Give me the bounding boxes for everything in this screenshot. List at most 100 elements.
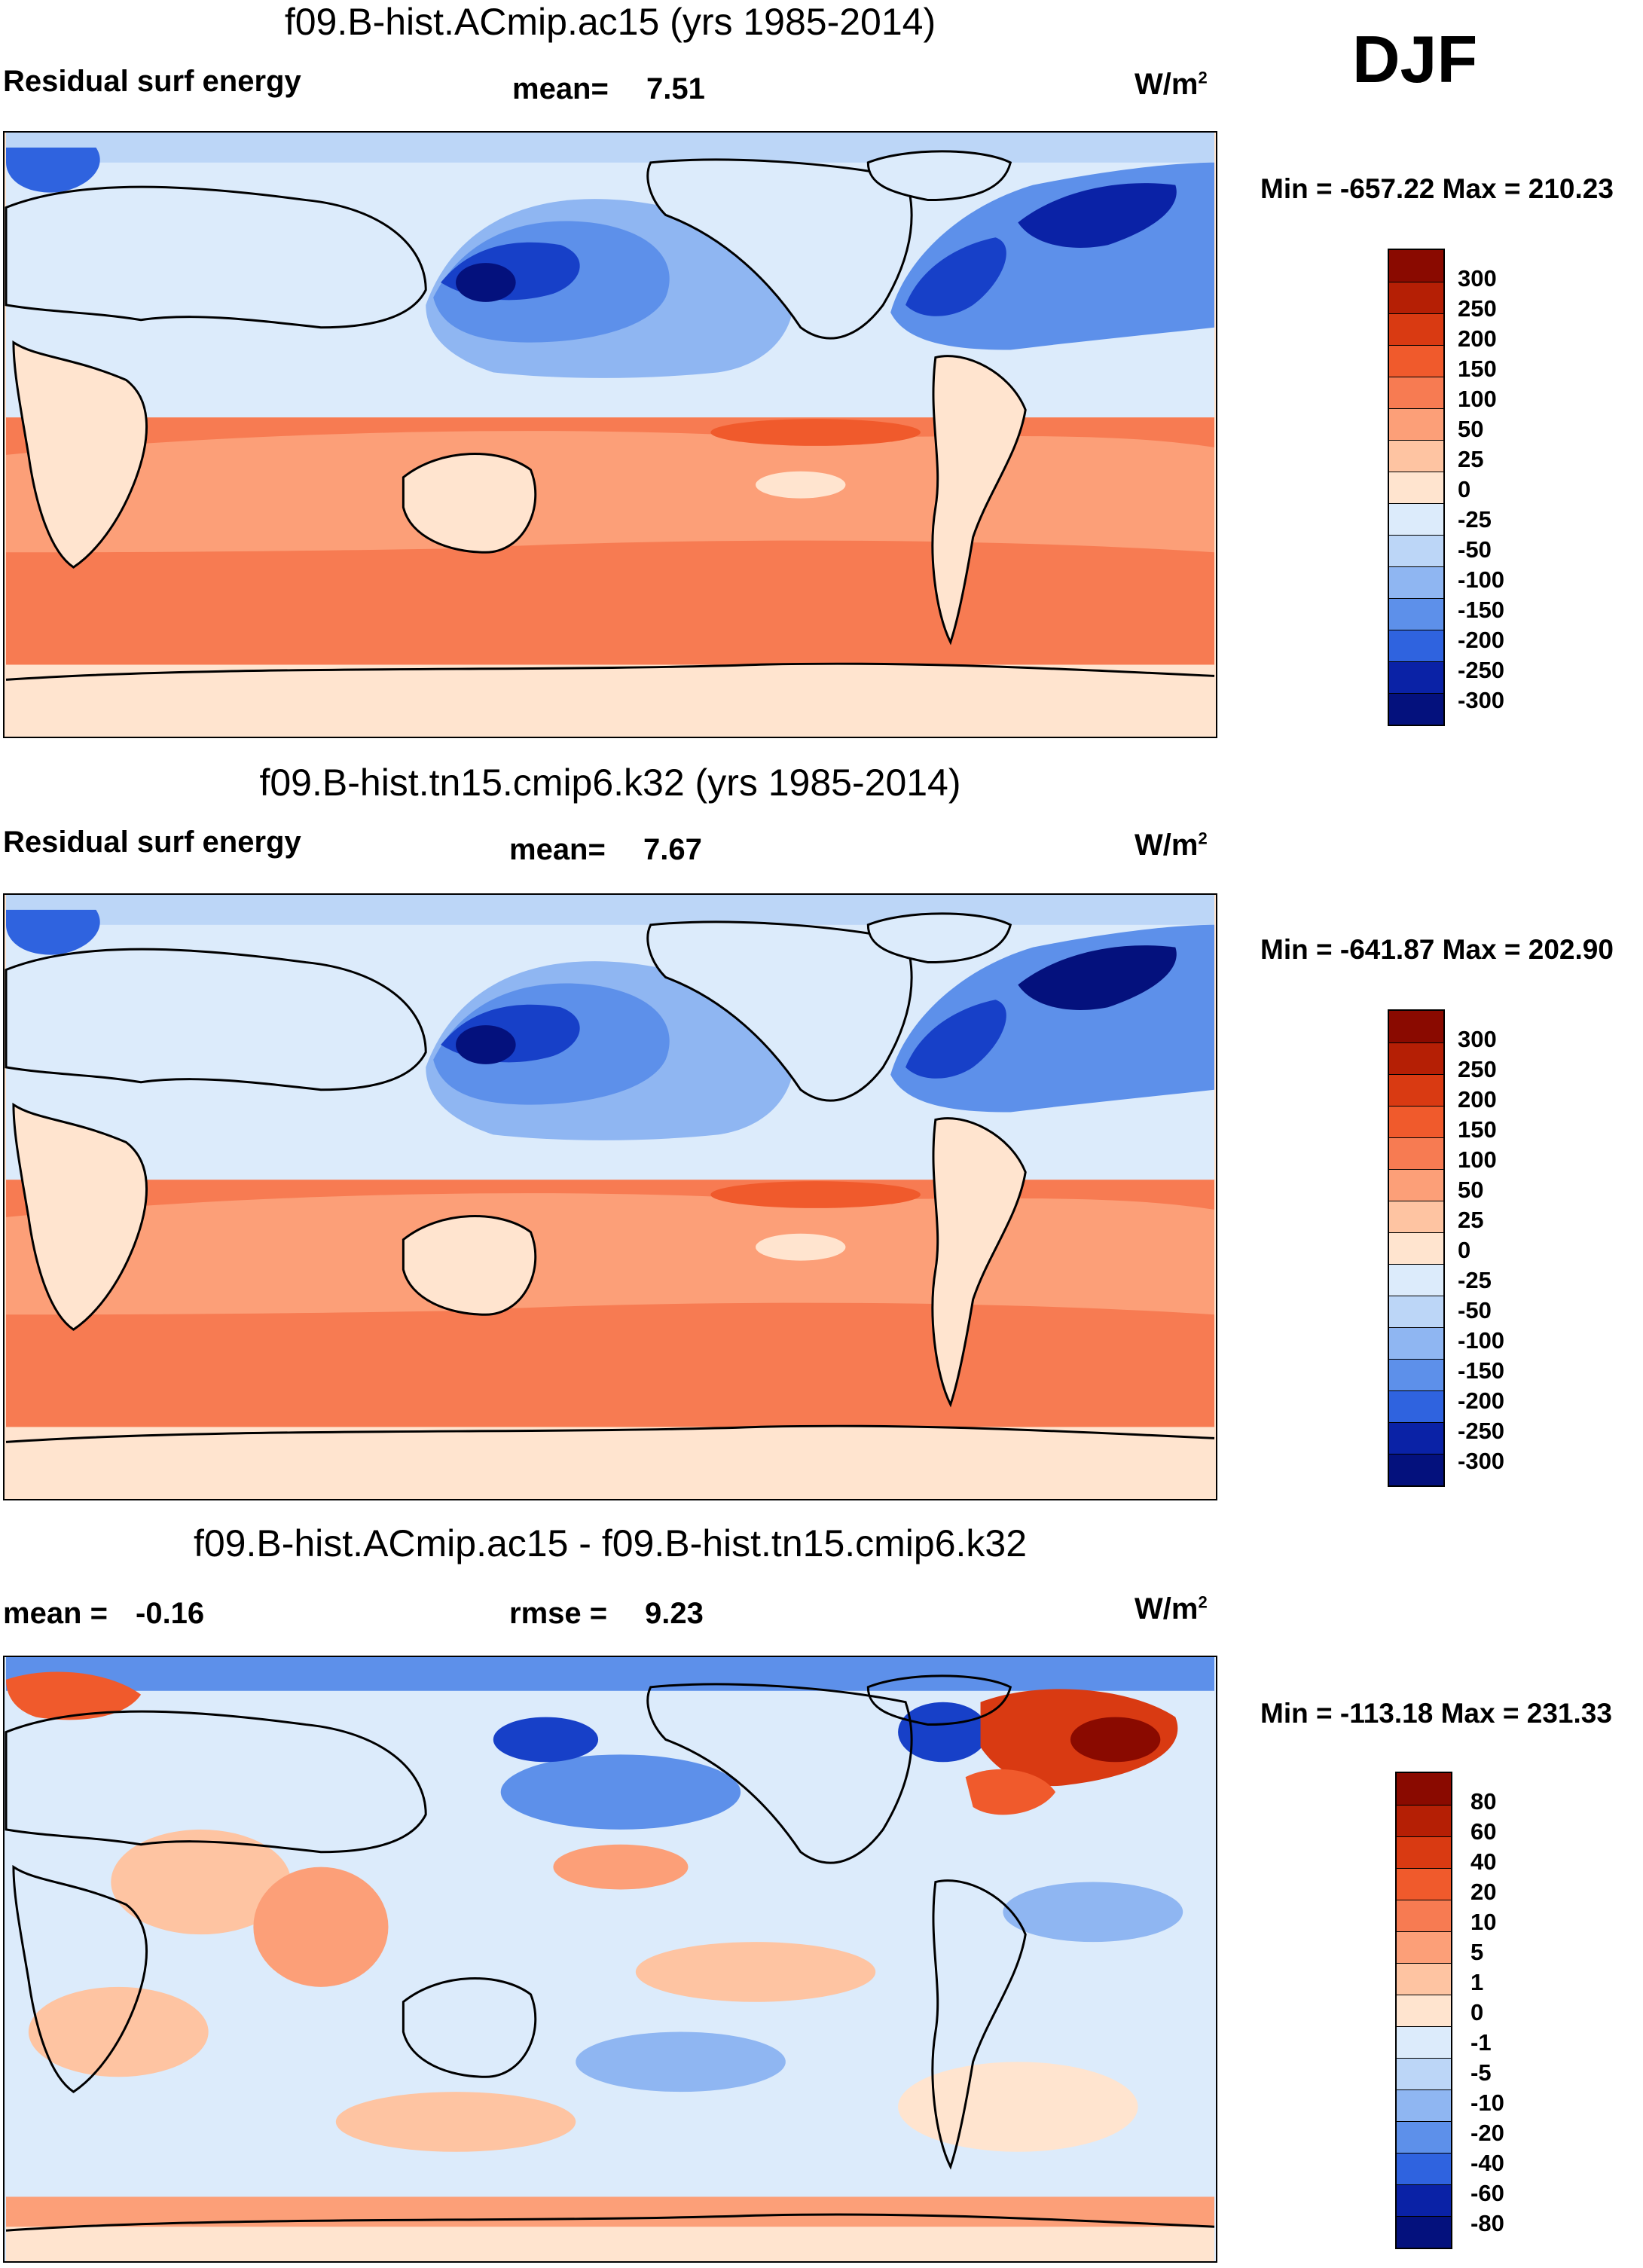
p3-cbar-box <box>1397 1963 1451 1995</box>
p1-labrador <box>1018 183 1177 248</box>
panel-3-title: f09.B-hist.ACmip.ac15 - f09.B-hist.tn15.… <box>193 1522 1028 1564</box>
p2-cbar-box <box>1389 1168 1443 1201</box>
panel-2-min-max: Min = -641.87 Max = 202.90 <box>1260 934 1614 965</box>
panel-3-map <box>3 1656 1217 2263</box>
p1-nordic <box>6 147 100 193</box>
p3-cbar-box <box>1397 2089 1451 2121</box>
panel-1-units: W/m2 <box>1135 68 1208 101</box>
p1-cbar-box <box>1389 692 1443 725</box>
p2-cbar-box <box>1389 1137 1443 1169</box>
panel-1-colorbar-ticks: 300 250 200 150 100 50 25 0 -25 -50 -100… <box>1458 249 1533 726</box>
panel-1-mean-label: mean= <box>512 72 609 105</box>
panel-3-min-max: Min = -113.18 Max = 231.33 <box>1260 1698 1612 1729</box>
p2-cbar-tick: -100 <box>1458 1327 1505 1354</box>
p2-cbar-box <box>1389 1201 1443 1232</box>
p1-cbar-tick: 150 <box>1458 356 1497 382</box>
p2-antarctica <box>6 1427 1214 1499</box>
p3-patch <box>898 2062 1138 2152</box>
p2-south-america <box>931 1117 1027 1408</box>
panel-3-mean-value: -0.16 <box>136 1597 205 1630</box>
panel-1-title: f09.B-hist.ACmip.ac15 (yrs 1985-2014) <box>284 1 936 43</box>
p2-cbar-tick: 0 <box>1458 1237 1471 1263</box>
p2-nordic <box>6 909 100 955</box>
p1-australia <box>402 453 537 554</box>
p1-cbar-box <box>1389 661 1443 693</box>
p1-gulf-stream <box>905 237 1006 316</box>
p3-cbar-box <box>1397 2025 1451 2058</box>
panel-2-units: W/m2 <box>1135 829 1208 862</box>
p1-cbar-tick: 50 <box>1458 416 1484 442</box>
p3-cbar-tick: -60 <box>1470 2180 1504 2206</box>
p3-cbar-box <box>1397 1836 1451 1868</box>
p3-patch <box>553 1844 689 1890</box>
p3-cbar-tick: 40 <box>1470 1848 1497 1875</box>
p3-cbar-tick: -1 <box>1470 2029 1492 2056</box>
p1-north-america <box>646 158 913 340</box>
p3-cbar-box <box>1397 2215 1451 2248</box>
p2-eq-cold-tongue <box>756 1233 846 1261</box>
p3-cbar-tick: -10 <box>1470 2089 1504 2116</box>
season-label: DJF <box>1352 22 1478 96</box>
panel-1-min-max: Min = -657.22 Max = 210.23 <box>1260 173 1614 204</box>
p3-patch <box>898 1702 988 1763</box>
p1-africa <box>12 340 148 569</box>
p2-kuroshio-core <box>456 1025 516 1064</box>
p3-nordic-warm <box>6 1671 142 1720</box>
p1-cbar-tick: -150 <box>1458 597 1505 623</box>
p1-cbar-box <box>1389 502 1443 535</box>
p3-cbar-tick: -40 <box>1470 2150 1504 2176</box>
p1-greenland <box>866 150 1012 202</box>
p1-cbar-tick: -300 <box>1458 687 1505 713</box>
p2-cbar-tick: 200 <box>1458 1086 1497 1113</box>
panel-2-colorbar <box>1388 1009 1445 1487</box>
p3-patch <box>576 2031 786 2092</box>
p1-cbar-box <box>1389 250 1443 282</box>
p2-cbar-tick: -300 <box>1458 1448 1505 1474</box>
p2-cbar-tick: 150 <box>1458 1116 1497 1143</box>
p3-patch <box>500 1754 741 1830</box>
p1-cbar-tick: -250 <box>1458 657 1505 683</box>
p3-cbar-tick: 10 <box>1470 1909 1497 1935</box>
panel-3-rmse-label: rmse = <box>509 1597 608 1630</box>
p3-cbar-tick: 20 <box>1470 1879 1497 1905</box>
p3-antarctica <box>6 2227 1214 2261</box>
p3-cbar-box <box>1397 1868 1451 1900</box>
p2-itcz <box>710 1181 921 1208</box>
p3-cbar-tick: -5 <box>1470 2059 1492 2086</box>
p2-cbar-box <box>1389 1358 1443 1390</box>
p2-labrador <box>1018 945 1177 1010</box>
p3-africa <box>12 1864 148 2093</box>
p2-cbar-box <box>1389 1106 1443 1137</box>
panel-3-field <box>5 1657 1215 2261</box>
p3-greenland <box>866 1674 1012 1726</box>
p2-cbar-tick: -250 <box>1458 1418 1505 1444</box>
p1-arctic <box>6 133 1214 163</box>
p2-cbar-box <box>1389 1296 1443 1327</box>
p2-greenland <box>866 912 1012 964</box>
p3-patch <box>111 1829 292 1935</box>
p2-cbar-box <box>1389 1232 1443 1264</box>
p2-cbar-box <box>1389 1453 1443 1485</box>
panel-1-variable-label: Residual surf energy <box>3 65 301 98</box>
p1-cbar-box <box>1389 535 1443 566</box>
panel-1-colorbar <box>1388 249 1445 726</box>
p1-eurasia <box>5 185 427 329</box>
p2-arctic <box>6 895 1214 925</box>
p1-cbar-tick: 0 <box>1458 476 1471 502</box>
p3-cbar-box <box>1397 1773 1451 1805</box>
p1-kuroshio-core <box>456 263 516 302</box>
p1-cbar-box <box>1389 282 1443 313</box>
p1-cbar-tick: -100 <box>1458 566 1505 593</box>
p3-cbar-box <box>1397 1805 1451 1836</box>
p2-cbar-box <box>1389 1422 1443 1454</box>
p3-cbar-box <box>1397 2058 1451 2089</box>
p1-cbar-tick: 300 <box>1458 265 1497 292</box>
p3-cbar-box <box>1397 1995 1451 2026</box>
p2-cbar-tick: 25 <box>1458 1207 1484 1233</box>
p1-cbar-box <box>1389 377 1443 408</box>
p2-cbar-box <box>1389 1390 1443 1422</box>
p3-north-america <box>646 1683 913 1864</box>
panel-2-title: f09.B-hist.tn15.cmip6.k32 (yrs 1985-2014… <box>259 762 961 804</box>
p3-cbar-tick: 5 <box>1470 1939 1484 1965</box>
p1-south-america <box>931 355 1027 646</box>
